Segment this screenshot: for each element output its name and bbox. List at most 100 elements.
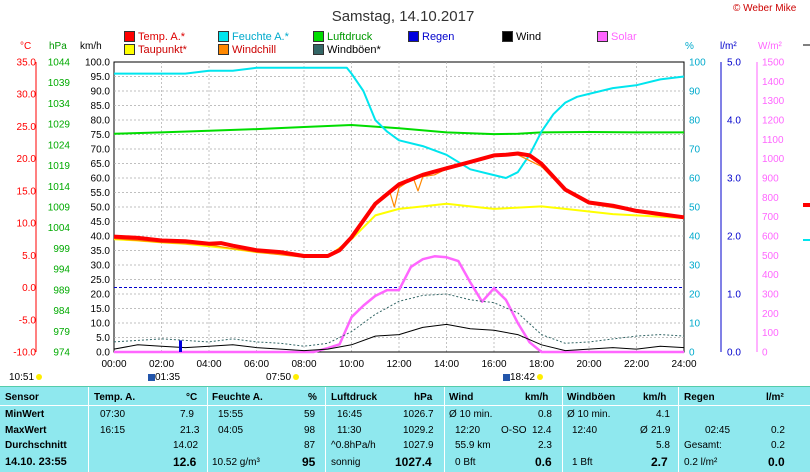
rain-bar [179, 340, 182, 352]
moonrise-marker: 18:42 [501, 372, 544, 383]
legend-label-feuchte: Feuchte A.* [232, 31, 289, 43]
legend-label-wind: Wind [516, 31, 542, 43]
solar-tick-label: 1100 [762, 135, 784, 146]
temp-tick-label: -5.0 [19, 315, 37, 326]
humidity-tick-label: 70 [689, 145, 701, 156]
legend-label-regen: Regen [422, 31, 455, 43]
wind-tick-label: 75.0 [91, 130, 111, 141]
unit-solar: W/m² [758, 41, 782, 52]
pressure-tick-label: 1004 [48, 223, 71, 234]
chart-plot-area [113, 66, 685, 354]
sun-icon [36, 374, 43, 381]
legend-feuchte: Feuchte A.* [218, 31, 289, 44]
x-tick-label: 00:00 [101, 359, 126, 370]
wind-tick-label: 30.0 [91, 261, 111, 272]
x-tick-label: 04:00 [196, 359, 221, 370]
chart-grid [113, 61, 685, 353]
solar-tick-label: 700 [762, 212, 779, 223]
legend-label-temp: Temp. A.* [138, 31, 186, 43]
rain-tick-label: 2.0 [727, 232, 741, 243]
stats-max-wind-dir: O-SO [501, 425, 527, 436]
wind-tick-label: 60.0 [91, 174, 111, 185]
sunrise-marker: 10:51 [9, 372, 43, 383]
stats-header-wind: Wind [449, 392, 474, 403]
pressure-tick-label: 989 [53, 285, 70, 296]
stats-max-hum-time: 04:05 [218, 425, 244, 436]
stats-now-gust-bft: 1 Bft [572, 457, 593, 468]
series-line-taupunkt [113, 202, 685, 258]
temp-tick-label: 5.0 [22, 251, 36, 262]
stats-min-gust-value: 4.1 [656, 409, 670, 420]
unit-wind: km/h [80, 41, 102, 52]
stats-header-regen: Regen [684, 392, 715, 403]
stats-now-wind-bft: 0 Bft [455, 457, 476, 468]
chart-axes: 35.0 30.0 25.0 20.0 15.0 10.0 5.0 0.0 -5.0 -10.0 1… [13, 44, 810, 370]
x-tick-label: 16:00 [481, 359, 506, 370]
stats-row-min-label: MinWert [5, 409, 45, 420]
stats-max-hum-value: 98 [304, 425, 316, 436]
pressure-tick-label: 1009 [48, 203, 71, 214]
stats-header-luftdruck: Luftdruck [331, 392, 378, 403]
temp-tick-label: -10.0 [13, 348, 36, 359]
wind-tick-label: 20.0 [91, 290, 111, 301]
moon-icon [148, 373, 155, 381]
stats-now-p-value: 1027.4 [395, 455, 432, 469]
stats-max-rain-time: 02:45 [705, 425, 731, 436]
solar-tick-label: 900 [762, 174, 779, 185]
x-tick-label: 10:00 [339, 359, 364, 370]
stats-now-forecast: sonnig [331, 457, 361, 468]
stats-header-feuchte: Feuchte A. [212, 392, 263, 403]
stats-min-wind-time: Ø 10 min. [449, 409, 493, 420]
rain-tick-label: 4.0 [727, 116, 741, 127]
stats-max-gust-dir: Ø [640, 425, 648, 436]
series-line-temp-a [113, 151, 685, 258]
humidity-tick-label: 0 [689, 348, 695, 359]
solar-tick-label: 100 [762, 328, 779, 339]
pressure-tick-label: 1029 [48, 120, 71, 131]
stats-avg-p-trend: ^0.8hPa/h [331, 440, 376, 451]
stats-header-windboeen-unit: km/h [643, 392, 667, 403]
stats-avg-rain-value: 0.2 [771, 440, 785, 451]
wind-tick-label: 55.0 [91, 188, 111, 199]
solar-tick-label: 500 [762, 251, 779, 262]
stats-now-hum-abs: 10.52 g/m³ [212, 457, 260, 468]
stats-min-p-time: 16:45 [337, 409, 363, 420]
pressure-tick-label: 979 [53, 327, 70, 338]
pressure-tick-label: 1014 [48, 182, 71, 193]
wind-tick-label: 15.0 [91, 304, 111, 315]
sunrise-time: 10:51 [9, 372, 35, 383]
stats-avg-temp-value: 14.02 [173, 440, 199, 451]
moon-icon [503, 373, 510, 381]
humidity-tick-label: 30 [689, 261, 701, 272]
temp-tick-label: 0.0 [22, 283, 36, 294]
legend-luftdruck: Luftdruck [313, 31, 372, 44]
stats-now-wind-value: 0.6 [535, 455, 552, 469]
stats-max-gust-time: 12:40 [572, 425, 598, 436]
pressure-tick-label: 1039 [48, 78, 71, 89]
stats-header-windboeen: Windböen [567, 392, 616, 403]
sun-icon [537, 374, 544, 381]
rain-tick-label: 1.0 [727, 290, 741, 301]
stats-row-avg-label: Durchschnitt [5, 440, 67, 451]
stats-min-temp-value: 7.9 [180, 409, 194, 420]
humidity-tick-label: 40 [689, 232, 701, 243]
pressure-tick-label: 999 [53, 244, 70, 255]
rain-tick-label: 0.0 [727, 348, 741, 359]
legend-windboeen: Windböen* [313, 44, 381, 57]
stats-now-hum-value: 95 [302, 455, 316, 469]
stats-header-temp-unit: °C [186, 392, 198, 403]
pressure-tick-label: 984 [53, 306, 70, 317]
legend-swatch-taupunkt [124, 44, 135, 56]
stats-now-rain-total: 0.2 l/m² [684, 457, 718, 468]
stats-header-sensor: Sensor [5, 392, 39, 403]
stats-min-hum-time: 15:55 [218, 409, 244, 420]
wind-tick-label: 85.0 [91, 101, 111, 112]
solar-tick-label: 600 [762, 232, 779, 243]
stats-min-gust-time: Ø 10 min. [567, 409, 611, 420]
wind-tick-label: 50.0 [91, 203, 111, 214]
wind-tick-label: 80.0 [91, 116, 111, 127]
unit-humidity: % [685, 41, 694, 52]
solar-tick-label: 300 [762, 290, 779, 301]
legend-solar: Solar [597, 31, 637, 44]
stats-min-temp-time: 07:30 [100, 409, 126, 420]
